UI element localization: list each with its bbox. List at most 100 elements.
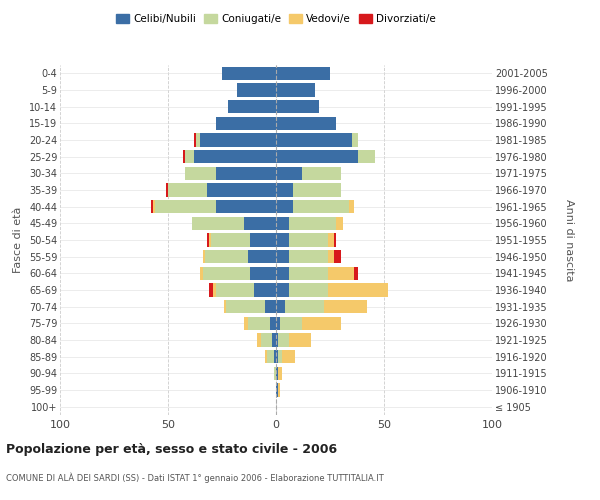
Y-axis label: Anni di nascita: Anni di nascita (565, 198, 574, 281)
Bar (289, 216, 337, 230)
Bar (276, 284, 289, 296)
Bar (214, 284, 215, 296)
Bar (226, 300, 265, 314)
Bar (283, 350, 295, 364)
Bar (276, 116, 337, 130)
Bar (328, 284, 388, 296)
Bar (244, 216, 276, 230)
Bar (185, 166, 215, 180)
Bar (215, 200, 276, 213)
Bar (274, 350, 276, 364)
Bar (276, 384, 278, 396)
Bar (334, 234, 337, 246)
Bar (302, 166, 341, 180)
Bar (207, 234, 209, 246)
Bar (168, 184, 207, 196)
Bar (203, 250, 205, 264)
Bar (352, 134, 358, 146)
Bar (289, 284, 328, 296)
Bar (215, 116, 276, 130)
Bar (244, 316, 248, 330)
Bar (323, 300, 367, 314)
Bar (289, 334, 311, 346)
Bar (276, 250, 289, 264)
Bar (248, 250, 276, 264)
Bar (276, 200, 293, 213)
Bar (276, 366, 278, 380)
Bar (200, 134, 276, 146)
Bar (194, 150, 276, 164)
Bar (349, 200, 354, 213)
Text: COMUNE DI ALÀ DEI SARDI (SS) - Dati ISTAT 1° gennaio 2006 - Elaborazione TUTTITA: COMUNE DI ALÀ DEI SARDI (SS) - Dati ISTA… (6, 472, 384, 483)
Bar (276, 350, 278, 364)
Bar (289, 234, 328, 246)
Bar (265, 300, 276, 314)
Bar (196, 134, 200, 146)
Bar (151, 200, 153, 213)
Bar (153, 200, 155, 213)
Bar (293, 200, 349, 213)
Bar (274, 366, 276, 380)
Bar (278, 366, 283, 380)
Bar (276, 166, 302, 180)
Legend: Celibi/Nubili, Coniugati/e, Vedovi/e, Divorziati/e: Celibi/Nubili, Coniugati/e, Vedovi/e, Di… (112, 10, 440, 29)
Bar (194, 134, 196, 146)
Bar (237, 84, 276, 96)
Bar (293, 184, 341, 196)
Bar (276, 234, 289, 246)
Bar (155, 200, 215, 213)
Bar (276, 300, 284, 314)
Bar (203, 266, 250, 280)
Bar (272, 334, 276, 346)
Bar (354, 266, 358, 280)
Bar (200, 266, 203, 280)
Bar (250, 234, 276, 246)
Bar (265, 350, 268, 364)
Bar (328, 250, 334, 264)
Bar (222, 66, 276, 80)
Bar (268, 350, 274, 364)
Bar (289, 250, 328, 264)
Text: Popolazione per età, sesso e stato civile - 2006: Popolazione per età, sesso e stato civil… (6, 442, 337, 456)
Bar (209, 234, 211, 246)
Bar (261, 334, 272, 346)
Bar (280, 316, 302, 330)
Bar (284, 300, 323, 314)
Bar (211, 234, 250, 246)
Bar (248, 316, 269, 330)
Bar (289, 266, 328, 280)
Bar (278, 334, 289, 346)
Bar (166, 184, 168, 196)
Bar (276, 84, 315, 96)
Bar (276, 150, 358, 164)
Bar (276, 66, 330, 80)
Bar (328, 234, 334, 246)
Bar (276, 100, 319, 114)
Bar (358, 150, 376, 164)
Bar (205, 250, 248, 264)
Y-axis label: Fasce di età: Fasce di età (13, 207, 23, 273)
Bar (337, 216, 343, 230)
Bar (185, 150, 194, 164)
Bar (276, 184, 293, 196)
Bar (224, 300, 226, 314)
Bar (278, 350, 283, 364)
Bar (328, 266, 354, 280)
Bar (276, 316, 280, 330)
Bar (278, 384, 280, 396)
Bar (183, 150, 185, 164)
Bar (254, 284, 276, 296)
Bar (215, 166, 276, 180)
Bar (257, 334, 261, 346)
Bar (276, 334, 278, 346)
Bar (192, 216, 244, 230)
Bar (250, 266, 276, 280)
Bar (209, 284, 214, 296)
Bar (276, 216, 289, 230)
Bar (229, 100, 276, 114)
Bar (302, 316, 341, 330)
Bar (334, 250, 341, 264)
Bar (215, 284, 254, 296)
Bar (207, 184, 276, 196)
Bar (269, 316, 276, 330)
